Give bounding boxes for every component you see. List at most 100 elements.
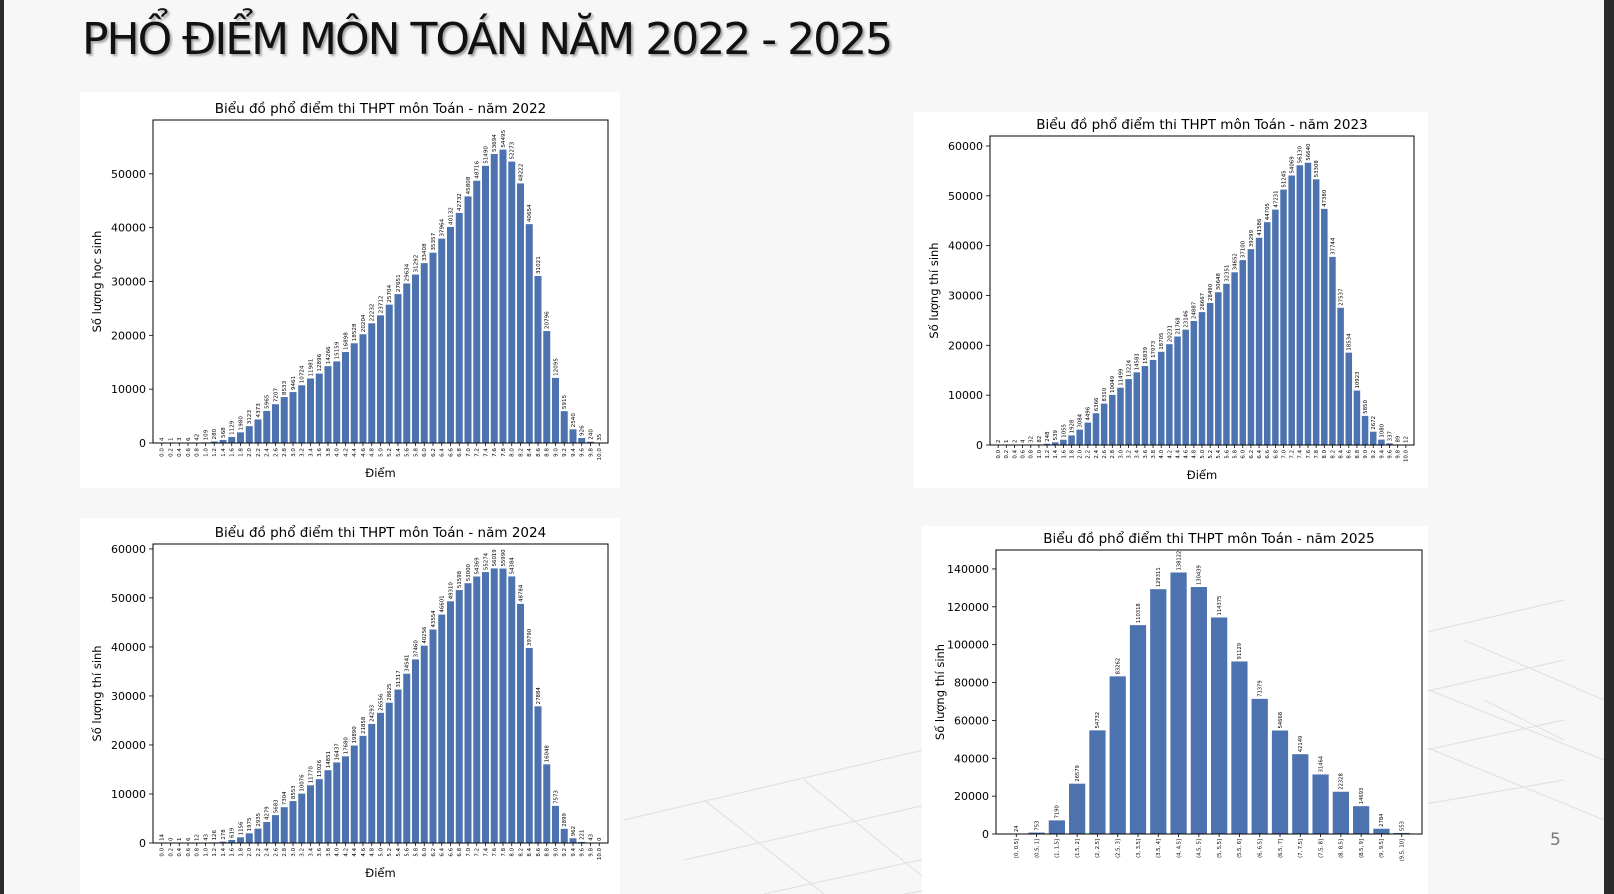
bar-value-label: 221 (580, 830, 586, 840)
x-tick-label: 7.6 (1306, 449, 1312, 458)
bar (543, 331, 551, 443)
bar (324, 770, 332, 843)
bar-value-label: 33408 (422, 243, 428, 261)
bar (394, 689, 402, 843)
x-tick-label: 9.0 (1363, 449, 1369, 458)
x-tick-label: 0.0 (160, 847, 166, 856)
x-tick-label: 2.2 (256, 448, 262, 457)
bar (272, 815, 279, 843)
y-tick-label: 40000 (948, 240, 983, 253)
bar (1378, 439, 1385, 445)
x-tick-label: 4.2 (343, 448, 349, 457)
bar (447, 601, 454, 843)
bar (1198, 312, 1206, 445)
bar-value-label: 28490 (1208, 283, 1214, 301)
x-tick-label: 9.4 (571, 448, 577, 457)
bar (1272, 209, 1279, 445)
y-tick-label: 30000 (111, 276, 146, 289)
x-tick-label: 10.0 (597, 448, 603, 461)
bar-value-label: 1129 (230, 420, 236, 435)
x-tick-label: (2.5, 3] (1116, 839, 1122, 858)
x-tick-label: 1.2 (212, 448, 218, 457)
bar (569, 429, 577, 443)
x-tick-label: 2.2 (256, 848, 262, 857)
x-axis-label: Điểm (1187, 468, 1217, 482)
x-tick-label: 7.6 (492, 847, 498, 856)
x-tick-label: 3.6 (317, 847, 323, 856)
bar (228, 436, 236, 443)
x-tick-label: 4.4 (1175, 449, 1181, 458)
bar-value-label: 962 (571, 826, 577, 836)
bar-value-label: 44705 (1265, 203, 1271, 220)
bar (368, 323, 376, 443)
bar (438, 614, 446, 843)
x-tick-label: (7.5, 8] (1318, 839, 1324, 858)
y-tick-label: 100000 (947, 639, 989, 652)
bar (552, 377, 559, 443)
bar (245, 426, 253, 443)
x-tick-label: 6.2 (431, 848, 437, 857)
bar-value-label: 46601 (440, 595, 446, 612)
y-tick-label: 10000 (111, 383, 146, 396)
bar-value-label: 27537 (1339, 289, 1345, 306)
bar (438, 238, 446, 443)
bar (1117, 387, 1124, 445)
bar (473, 576, 481, 843)
x-tick-label: 1.6 (1061, 449, 1067, 458)
bar (307, 378, 314, 443)
bar (263, 822, 271, 843)
bar (534, 706, 542, 843)
bar (1369, 431, 1377, 445)
x-tick-label: 4.0 (335, 448, 341, 457)
bar-value-label: 20231 (1167, 325, 1173, 342)
x-tick-label: 6.2 (431, 448, 437, 457)
bar (1263, 222, 1271, 445)
x-tick-label: 5.2 (1208, 450, 1214, 459)
y-tick-label: 10000 (111, 788, 146, 801)
x-tick-label: 0.2 (1004, 450, 1010, 459)
x-tick-label: 1.4 (221, 448, 227, 457)
bar-value-label: 37744 (1330, 237, 1336, 255)
bar (1251, 698, 1268, 834)
bar (1231, 661, 1248, 834)
bar-value-label: 8533 (282, 380, 288, 395)
bar-value-label: 10923 (1355, 371, 1361, 388)
y-tick-label: 10000 (948, 389, 983, 402)
bar-value-label: 54732 (1095, 712, 1101, 729)
bar-value-label: 5965 (265, 394, 271, 409)
x-tick-label: 9.4 (1379, 449, 1385, 458)
x-tick-label: 8.2 (1330, 450, 1336, 459)
bar-value-label: 17073 (1151, 341, 1157, 358)
bar (1292, 754, 1309, 834)
chart-title: Biểu đồ phổ điểm thi THPT môn Toán - năm… (1036, 116, 1367, 133)
bar-value-label: 3 (177, 437, 183, 441)
x-tick-label: 4.4 (352, 448, 358, 457)
x-tick-label: 5.6 (1224, 449, 1230, 458)
bar (1373, 828, 1390, 834)
y-tick-label: 40000 (111, 222, 146, 235)
bar-chart-2022: Biểu đồ phổ điểm thi THPT môn Toán - năm… (90, 100, 609, 480)
x-tick-label: 2.2 (1086, 450, 1092, 459)
bar (1296, 165, 1304, 446)
bar-value-label: 1 (168, 437, 174, 441)
bar (1129, 625, 1147, 834)
x-tick-label: 5.6 (405, 448, 411, 457)
bar-value-label: 19890 (352, 726, 358, 744)
bar-value-label: 2935 (256, 813, 262, 827)
x-tick-label: 2.0 (247, 448, 253, 457)
bar-value-label: 17680 (343, 737, 349, 755)
bar-value-label: 6 (186, 437, 192, 441)
bar-value-label: 48784 (518, 584, 524, 602)
bar (219, 841, 227, 843)
x-tick-label: 5.0 (1200, 449, 1206, 458)
bar (315, 779, 323, 843)
bar (1345, 352, 1353, 445)
bar (1043, 443, 1051, 445)
bar (1133, 372, 1141, 445)
bar (455, 212, 463, 443)
bar (1247, 249, 1255, 445)
x-tick-label: 1.2 (212, 848, 218, 857)
bar (342, 352, 349, 443)
x-tick-label: 6.6 (448, 448, 454, 457)
x-tick-label: 0.6 (186, 847, 192, 856)
